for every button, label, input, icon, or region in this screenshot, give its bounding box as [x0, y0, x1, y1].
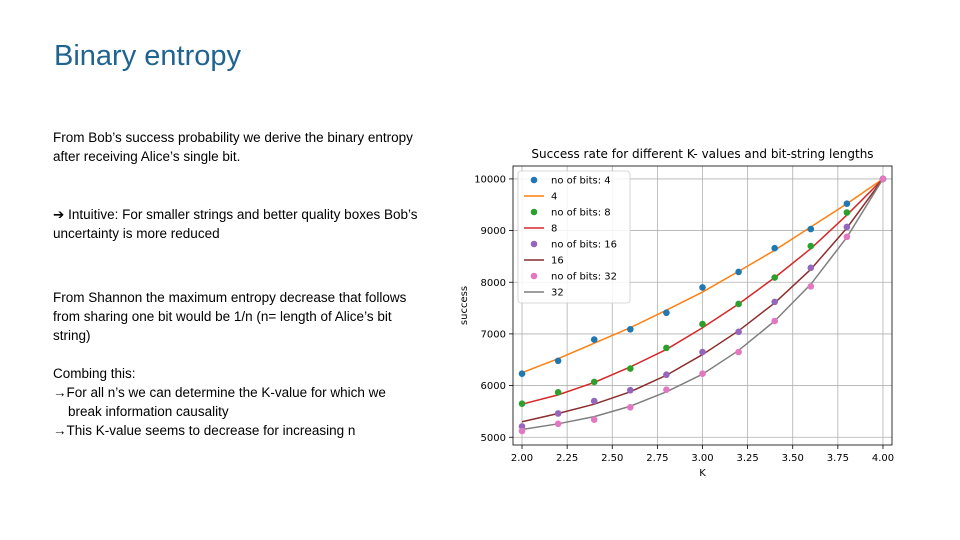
paragraph-shannon: From Shannon the maximum entropy decreas…: [53, 288, 463, 345]
legend-marker: [530, 208, 538, 216]
data-point: [627, 386, 634, 394]
text-line: break information causality: [68, 404, 229, 419]
data-point: [590, 336, 598, 343]
paragraph-combining: Combing this: →For all n’s we can determ…: [53, 364, 463, 440]
legend-marker: [530, 272, 538, 280]
series-line-8: [521, 178, 884, 405]
data-point: [735, 268, 742, 276]
arrow-right-icon: →: [53, 423, 67, 438]
data-point: [627, 403, 634, 411]
series-line-4: [521, 178, 884, 374]
bullet-item: →For all n’s we can determine the K-valu…: [53, 383, 463, 402]
data-point: [663, 386, 670, 394]
data-point: [518, 370, 526, 377]
y-tick-label: 7000: [481, 329, 506, 340]
legend-label: no of bits: 4: [551, 176, 611, 187]
data-point: [735, 348, 742, 356]
bullet-item: →This K-value seems to decrease for incr…: [53, 421, 463, 440]
data-point: [807, 242, 815, 250]
text-line: after receiving Alice’s single bit.: [53, 149, 241, 164]
data-point: [771, 317, 778, 325]
legend-box: [517, 170, 631, 304]
data-point: [807, 225, 815, 233]
x-axis-label: K: [699, 468, 706, 479]
legend-label: 8: [551, 224, 557, 235]
data-point: [627, 325, 634, 333]
legend-label: 32: [551, 288, 564, 299]
data-point: [843, 233, 851, 241]
paragraph-intuitive: ➔ Intuitive: For smaller strings and bet…: [53, 205, 463, 243]
text-line: ➔ Intuitive: For smaller strings and bet…: [53, 205, 463, 224]
y-axis-label: success: [459, 286, 470, 325]
data-point: [771, 274, 778, 281]
data-point: [663, 371, 670, 379]
y-tick-label: 5000: [481, 433, 506, 444]
data-point: [554, 389, 562, 396]
x-tick-label: 3.25: [736, 453, 758, 464]
legend-label: 4: [551, 192, 557, 203]
text-line: Combing this:: [53, 366, 136, 381]
data-point: [590, 397, 598, 405]
data-point: [843, 223, 851, 231]
data-point: [807, 264, 815, 272]
chart-title: Success rate for different K- values and…: [531, 147, 873, 161]
text-line: from sharing one bit would be 1/n (n= le…: [53, 309, 392, 324]
x-tick-label: 2.00: [511, 453, 533, 464]
x-tick-label: 3.50: [782, 453, 804, 464]
x-tick-label: 3.75: [827, 453, 849, 464]
text-span: For all n’s we can determine the K-value…: [66, 385, 386, 400]
text-line: uncertainty is more reduced: [53, 226, 220, 241]
data-point: [663, 309, 670, 317]
text-span: Intuitive: For smaller strings and bette…: [64, 207, 418, 222]
data-point: [699, 348, 706, 356]
data-point: [663, 344, 670, 352]
legend-marker: [530, 240, 538, 248]
arrow-right-icon: ➔: [53, 207, 65, 222]
y-tick-label: 9000: [481, 226, 506, 237]
data-point: [518, 427, 526, 435]
data-point: [735, 300, 742, 308]
text-line: string): [53, 328, 91, 343]
data-point: [554, 410, 562, 417]
data-point: [590, 416, 598, 423]
x-tick-label: 3.00: [691, 453, 713, 464]
legend-marker: [530, 176, 538, 184]
data-point: [554, 357, 562, 365]
legend-label: no of bits: 8: [551, 208, 611, 219]
y-tick-label: 8000: [481, 278, 506, 289]
text-line: From Bob’s success probability we derive…: [53, 130, 413, 145]
legend-label: no of bits: 32: [551, 272, 617, 283]
data-point: [843, 209, 851, 216]
y-tick-label: 10000: [474, 174, 506, 185]
data-point: [699, 284, 706, 291]
legend-label: no of bits: 16: [551, 240, 617, 251]
text-span: This K-value seems to decrease for incre…: [66, 423, 356, 438]
data-point: [771, 298, 778, 306]
slide-title: Binary entropy: [54, 40, 241, 72]
data-point: [554, 420, 562, 428]
data-point: [627, 365, 634, 372]
paragraph-success-probability: From Bob’s success probability we derive…: [53, 128, 463, 166]
x-tick-label: 2.75: [646, 453, 668, 464]
text-line: From Shannon the maximum entropy decreas…: [53, 290, 407, 305]
data-point: [518, 423, 526, 430]
data-point: [590, 378, 598, 386]
legend-label: 16: [551, 256, 564, 267]
data-point: [735, 328, 742, 336]
success-rate-chart: 2.00 2.25 2.50 2.75 3.00 3.25 3.50 3.75 4.00 5000…: [459, 147, 894, 479]
data-point: [699, 320, 706, 328]
data-point: [879, 175, 887, 183]
data-point: [518, 400, 526, 407]
data-point: [843, 200, 851, 208]
x-tick-label: 2.25: [556, 453, 578, 464]
y-tick-label: 6000: [481, 381, 506, 392]
data-point: [771, 244, 778, 252]
x-tick-label: 4.00: [872, 453, 894, 464]
data-point: [699, 370, 706, 377]
data-point: [807, 283, 815, 290]
arrow-right-icon: →: [53, 385, 67, 400]
x-tick-label: 2.50: [601, 453, 623, 464]
